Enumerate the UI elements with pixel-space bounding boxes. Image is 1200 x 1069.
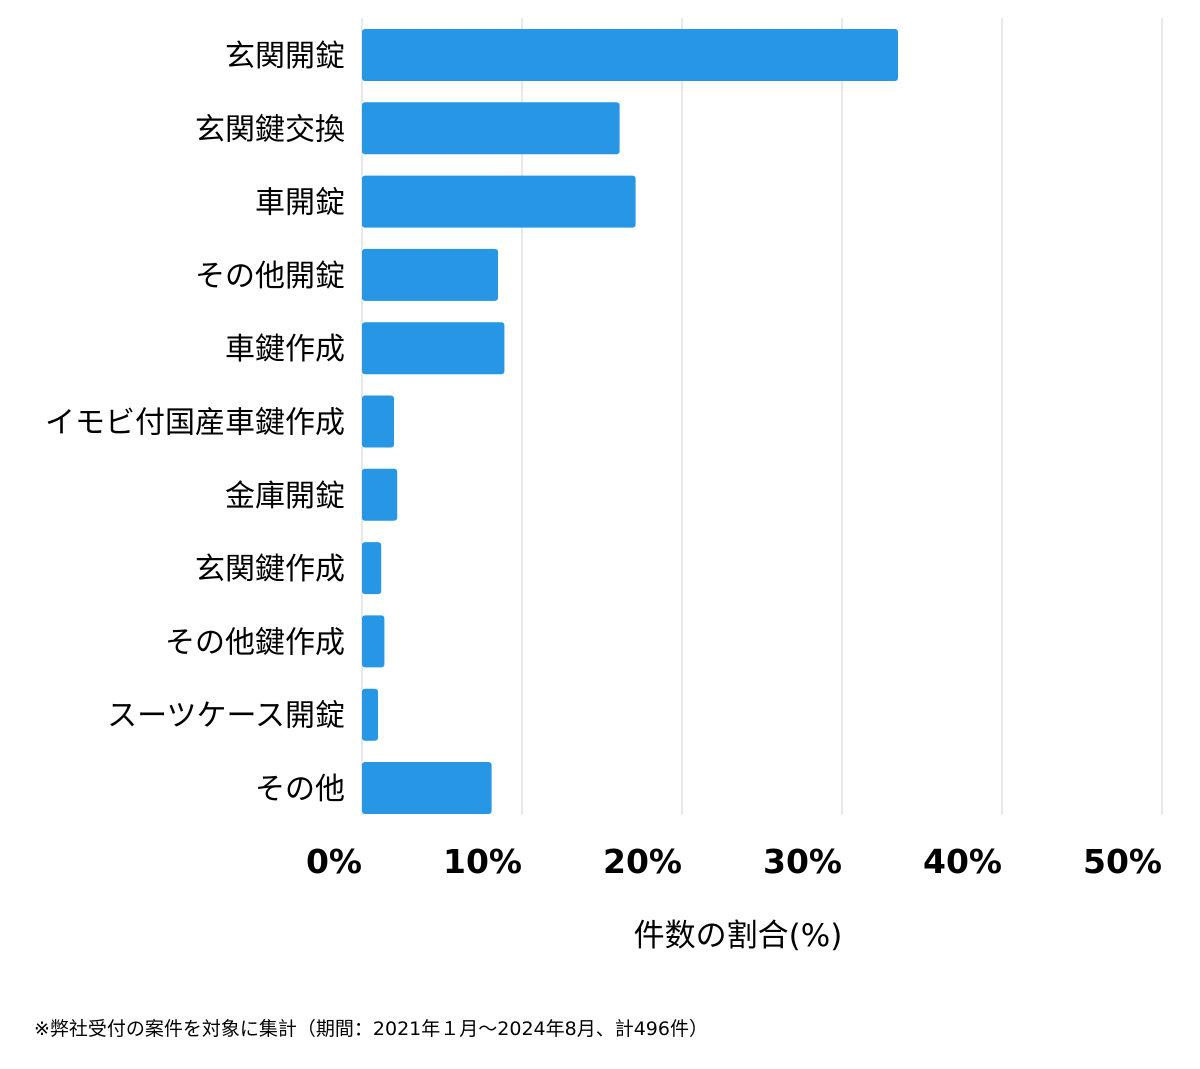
bar [362,615,385,668]
bar [362,395,394,448]
category-label: 玄関鍵作成 [195,552,345,587]
category-label: 車開錠 [255,186,345,221]
x-tick-labels: 0% 10% 20% 30% 40% 50% [306,842,1162,881]
x-tick-label: 0% [306,842,362,881]
footnote: ※弊社受付の案件を対象に集計（期間：2021年１月〜2024年8月、計496件） [34,1018,708,1040]
bars [362,29,898,814]
bar [362,175,636,228]
category-label: 車鍵作成 [225,332,345,367]
x-tick-label: 30% [763,842,842,881]
x-axis-title: 件数の割合(%) [634,918,843,954]
category-label: イモビ付国産車鍵作成 [45,406,345,441]
bar [362,468,398,521]
category-label: その他 [255,772,345,807]
bar [362,688,378,741]
x-tick-label: 20% [603,842,682,881]
x-tick-label: 40% [923,842,1002,881]
x-tick-label: 50% [1083,842,1162,881]
category-label: 玄関鍵交換 [195,112,345,147]
category-labels: 玄関開錠玄関鍵交換車開錠その他開錠車鍵作成イモビ付国産車鍵作成金庫開錠玄関鍵作成… [45,39,345,807]
category-label: その他開錠 [195,259,345,294]
bar [362,248,498,301]
bar [362,102,620,155]
x-tick-label: 10% [443,842,522,881]
bar [362,322,505,375]
category-label: スーツケース開錠 [107,699,345,734]
category-label: 玄関開錠 [225,39,345,74]
category-label: 金庫開錠 [225,479,345,514]
bar [362,762,492,814]
bar [362,29,898,81]
bar [362,542,382,595]
category-label: その他鍵作成 [165,625,345,660]
